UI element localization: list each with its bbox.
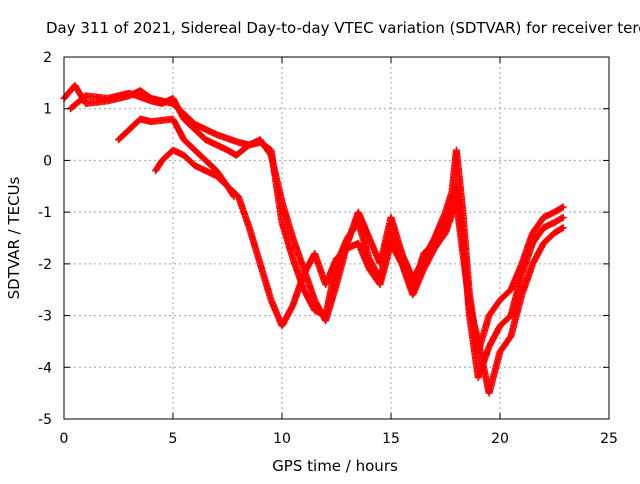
data-point xyxy=(230,193,238,201)
data-trace xyxy=(388,241,405,266)
data-trace xyxy=(432,230,449,251)
data-trace xyxy=(203,157,220,174)
chart-title: Day 311 of 2021, Sidereal Day-to-day VTE… xyxy=(46,19,640,37)
data-trace xyxy=(181,137,198,153)
x-axis-label: GPS time / hours xyxy=(272,457,398,475)
data-trace xyxy=(214,173,230,189)
data-trace xyxy=(105,90,132,102)
data-trace xyxy=(518,241,536,277)
grid-layer xyxy=(64,57,609,419)
data-trace xyxy=(530,225,547,246)
data-trace xyxy=(192,147,209,163)
data-trace xyxy=(279,303,296,329)
data-trace xyxy=(126,116,143,132)
y-tick-label: -3 xyxy=(38,309,52,325)
data-trace xyxy=(116,126,132,143)
data-trace xyxy=(355,220,373,261)
y-tick-label: 1 xyxy=(43,102,52,118)
data-trace xyxy=(127,90,154,104)
data-trace xyxy=(181,116,198,132)
series-track-b xyxy=(67,89,567,382)
data-trace xyxy=(267,148,286,225)
x-tick-label: 20 xyxy=(491,431,509,447)
ticks-layer: 0 5 10 15 20 25 -5 -4 -3 -2 -1 0 1 2 xyxy=(38,50,618,447)
data-trace xyxy=(507,292,525,339)
data-trace xyxy=(257,261,275,303)
data-trace xyxy=(518,230,536,266)
data-trace xyxy=(507,272,525,318)
data-trace xyxy=(170,116,187,142)
data-trace xyxy=(224,184,237,199)
data-trace xyxy=(322,261,340,318)
data-trace xyxy=(552,214,566,226)
data-trace xyxy=(466,303,482,344)
data-trace xyxy=(529,241,547,266)
x-tick-label: 15 xyxy=(382,431,400,447)
data-trace xyxy=(552,204,566,215)
data-trace xyxy=(289,235,307,272)
data-trace xyxy=(355,241,373,272)
series-track-d xyxy=(152,146,238,201)
data-trace xyxy=(420,246,438,272)
plot-frame xyxy=(63,56,610,420)
data-trace xyxy=(192,126,209,143)
data-trace xyxy=(486,297,503,318)
data-trace xyxy=(453,199,467,256)
data-trace xyxy=(68,93,89,112)
data-trace xyxy=(459,251,473,308)
data-trace xyxy=(235,194,253,230)
data-trace xyxy=(518,261,536,297)
x-tick-label: 5 xyxy=(169,431,178,447)
data-trace xyxy=(181,152,198,169)
data-trace xyxy=(497,287,514,303)
data-trace xyxy=(192,121,219,138)
data-trace xyxy=(541,230,557,246)
data-trace xyxy=(497,334,514,354)
data-trace xyxy=(61,83,78,101)
data-trace xyxy=(289,272,307,308)
data-trace xyxy=(170,96,187,122)
x-tick-label: 10 xyxy=(273,431,291,447)
y-tick-label: -5 xyxy=(38,412,52,428)
y-tick-label: 0 xyxy=(43,153,52,169)
data-point xyxy=(559,224,567,232)
series-track-c xyxy=(115,115,567,397)
data-trace xyxy=(152,158,165,173)
x-tick-label: 0 xyxy=(60,431,69,447)
data-trace xyxy=(322,256,340,287)
y-tick-label: 2 xyxy=(43,50,52,66)
data-trace xyxy=(497,313,514,329)
data-trace xyxy=(486,323,503,349)
data-trace xyxy=(355,210,373,241)
data-trace xyxy=(278,220,296,261)
y-tick-label: -4 xyxy=(38,360,52,376)
data-trace xyxy=(552,224,566,236)
data-point xyxy=(559,213,567,221)
data-trace xyxy=(334,245,350,262)
data-trace xyxy=(301,287,318,313)
data-trace xyxy=(246,225,264,266)
data-trace xyxy=(409,266,427,297)
data-point xyxy=(559,203,567,211)
x-tick-label: 25 xyxy=(600,431,618,447)
y-tick-label: -1 xyxy=(38,205,52,221)
data-trace xyxy=(421,240,438,256)
data-trace xyxy=(530,215,547,236)
data-trace xyxy=(257,139,274,153)
y-axis-label: SDTVAR / TECUs xyxy=(5,176,23,299)
data-trace xyxy=(214,131,241,146)
data-layer xyxy=(60,81,567,397)
data-trace xyxy=(486,349,504,396)
y-tick-label: -2 xyxy=(38,257,52,273)
data-trace xyxy=(233,142,252,158)
data-trace xyxy=(387,215,405,256)
data-trace xyxy=(431,220,449,246)
data-trace xyxy=(508,261,525,292)
